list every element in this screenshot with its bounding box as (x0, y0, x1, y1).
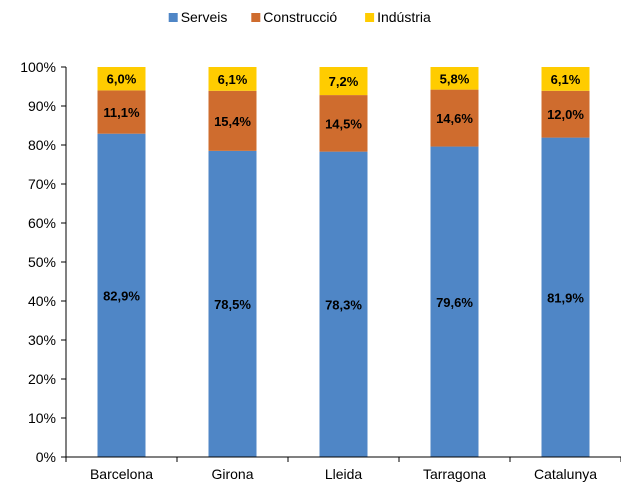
y-tick-label: 10% (28, 410, 56, 426)
bar-segment (208, 150, 257, 457)
data-label: 5,8% (440, 71, 470, 86)
y-tick-label: 60% (28, 215, 56, 231)
y-tick-label: 0% (36, 449, 56, 465)
data-label: 78,5% (214, 297, 251, 312)
y-axis: 0% 10% 20% 30% 40% 50% 60% 70% 80% 90% 100% (20, 59, 67, 465)
x-tick-label: Lleida (325, 466, 363, 482)
bar-segment (430, 67, 479, 90)
x-tick-label: Tarragona (423, 466, 486, 482)
y-tick-label: 100% (20, 59, 56, 75)
data-label: 6,1% (551, 72, 581, 87)
bar-segment (541, 90, 590, 138)
plot-area: 82,9% 11,1% 6,0% 78,5% 15,4% 6,1% 78,3% 14,5% 7,… (97, 67, 590, 457)
data-label: 78,3% (325, 297, 362, 312)
legend-swatch (251, 13, 261, 22)
y-tick-label: 20% (28, 371, 56, 387)
y-tick-label: 40% (28, 293, 56, 309)
data-label: 12,0% (547, 107, 584, 122)
y-tick-label: 90% (28, 98, 56, 114)
x-tick-label: Catalunya (534, 466, 597, 482)
data-label: 15,4% (214, 114, 251, 129)
data-label: 7,2% (329, 74, 359, 89)
legend-label: Construcció (263, 9, 337, 25)
data-label: 79,6% (436, 295, 473, 310)
data-label: 14,5% (325, 116, 362, 131)
y-tick-label: 80% (28, 137, 56, 153)
x-axis: Barcelona Girona Lleida Tarragona Catalunya (65, 456, 621, 482)
data-label: 14,6% (436, 111, 473, 126)
bar-segment (97, 67, 146, 91)
bar-segment (319, 151, 368, 457)
bar-segment (430, 146, 479, 457)
data-label: 81,9% (547, 290, 584, 305)
legend-swatch (168, 13, 178, 22)
legend-label: Serveis (181, 9, 228, 25)
bar-segment (541, 67, 590, 91)
x-tick-label: Barcelona (90, 466, 153, 482)
bar-segment (208, 90, 257, 151)
data-label: 82,9% (103, 288, 140, 303)
y-tick-label: 70% (28, 176, 56, 192)
bar-segment (208, 67, 257, 91)
bar-segment (319, 67, 368, 96)
data-label: 6,1% (218, 72, 248, 87)
bar-segment (430, 89, 479, 147)
bar-segment (541, 137, 590, 457)
legend-swatch (365, 13, 375, 22)
bar-segment (319, 95, 368, 152)
y-tick-label: 50% (28, 254, 56, 270)
y-tick-label: 30% (28, 332, 56, 348)
data-label: 11,1% (103, 105, 140, 120)
bar-segment (97, 90, 146, 134)
legend-label: Indústria (377, 9, 431, 25)
x-tick-label: Girona (211, 466, 253, 482)
legend: Serveis Construcció Indústria (168, 9, 431, 25)
data-label: 6,0% (107, 72, 137, 87)
bar-segment (97, 133, 146, 457)
